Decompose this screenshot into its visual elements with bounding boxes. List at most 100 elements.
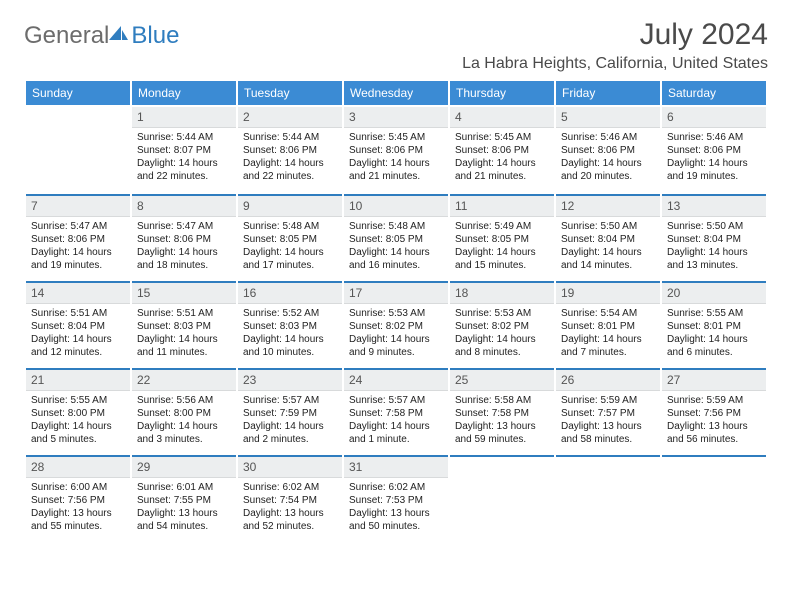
col-tuesday: Tuesday <box>238 81 342 105</box>
day-number: 13 <box>662 196 766 217</box>
day-details: Sunrise: 6:00 AMSunset: 7:56 PMDaylight:… <box>26 478 130 533</box>
daylight-line-2: and 16 minutes. <box>349 259 443 272</box>
sunset-line: Sunset: 8:06 PM <box>349 144 443 157</box>
daylight-line-1: Daylight: 14 hours <box>349 333 443 346</box>
daylight-line-1: Daylight: 14 hours <box>667 246 761 259</box>
day-details: Sunrise: 5:51 AMSunset: 8:03 PMDaylight:… <box>132 304 236 359</box>
sunset-line: Sunset: 8:06 PM <box>561 144 655 157</box>
daylight-line-1: Daylight: 13 hours <box>667 420 761 433</box>
day-cell: 10Sunrise: 5:48 AMSunset: 8:05 PMDayligh… <box>344 193 448 278</box>
daylight-line-1: Daylight: 14 hours <box>243 157 337 170</box>
day-details: Sunrise: 6:02 AMSunset: 7:53 PMDaylight:… <box>344 478 448 533</box>
sunrise-line: Sunrise: 5:53 AM <box>349 307 443 320</box>
daylight-line-2: and 56 minutes. <box>667 433 761 446</box>
day-details: Sunrise: 5:55 AMSunset: 8:00 PMDaylight:… <box>26 391 130 446</box>
day-number: 21 <box>26 370 130 391</box>
sunset-line: Sunset: 8:01 PM <box>561 320 655 333</box>
sunset-line: Sunset: 8:06 PM <box>137 233 231 246</box>
day-cell: 20Sunrise: 5:55 AMSunset: 8:01 PMDayligh… <box>662 280 766 365</box>
daylight-line-2: and 17 minutes. <box>243 259 337 272</box>
day-number: 11 <box>450 196 554 217</box>
day-cell: 25Sunrise: 5:58 AMSunset: 7:58 PMDayligh… <box>450 367 554 452</box>
day-number: 26 <box>556 370 660 391</box>
day-number: 14 <box>26 283 130 304</box>
day-cell: 9Sunrise: 5:48 AMSunset: 8:05 PMDaylight… <box>238 193 342 278</box>
day-cell: 4Sunrise: 5:45 AMSunset: 8:06 PMDaylight… <box>450 107 554 191</box>
day-number: 16 <box>238 283 342 304</box>
day-cell: 16Sunrise: 5:52 AMSunset: 8:03 PMDayligh… <box>238 280 342 365</box>
daylight-line-2: and 5 minutes. <box>31 433 125 446</box>
day-details: Sunrise: 5:51 AMSunset: 8:04 PMDaylight:… <box>26 304 130 359</box>
daylight-line-1: Daylight: 14 hours <box>137 333 231 346</box>
sunrise-line: Sunrise: 5:50 AM <box>667 220 761 233</box>
day-details: Sunrise: 5:53 AMSunset: 8:02 PMDaylight:… <box>450 304 554 359</box>
daylight-line-1: Daylight: 14 hours <box>137 420 231 433</box>
day-number: 20 <box>662 283 766 304</box>
sunset-line: Sunset: 7:54 PM <box>243 494 337 507</box>
sunrise-line: Sunrise: 5:51 AM <box>137 307 231 320</box>
day-cell: 17Sunrise: 5:53 AMSunset: 8:02 PMDayligh… <box>344 280 448 365</box>
day-cell: 15Sunrise: 5:51 AMSunset: 8:03 PMDayligh… <box>132 280 236 365</box>
sunrise-line: Sunrise: 6:01 AM <box>137 481 231 494</box>
sunrise-line: Sunrise: 5:53 AM <box>455 307 549 320</box>
daylight-line-2: and 59 minutes. <box>455 433 549 446</box>
daylight-line-1: Daylight: 14 hours <box>455 246 549 259</box>
empty-cell <box>556 455 660 539</box>
day-number: 10 <box>344 196 448 217</box>
week-row: 7Sunrise: 5:47 AMSunset: 8:06 PMDaylight… <box>26 193 766 278</box>
day-cell: 14Sunrise: 5:51 AMSunset: 8:04 PMDayligh… <box>26 280 130 365</box>
day-cell <box>556 454 660 539</box>
header-row: General Blue July 2024 La Habra Heights,… <box>24 18 768 73</box>
day-cell: 30Sunrise: 6:02 AMSunset: 7:54 PMDayligh… <box>238 454 342 539</box>
daylight-line-1: Daylight: 14 hours <box>31 333 125 346</box>
day-number: 23 <box>238 370 342 391</box>
sunrise-line: Sunrise: 5:57 AM <box>243 394 337 407</box>
col-saturday: Saturday <box>662 81 766 105</box>
weekday-header-row: Sunday Monday Tuesday Wednesday Thursday… <box>26 81 766 105</box>
day-number: 15 <box>132 283 236 304</box>
daylight-line-2: and 12 minutes. <box>31 346 125 359</box>
daylight-line-1: Daylight: 14 hours <box>243 333 337 346</box>
daylight-line-2: and 2 minutes. <box>243 433 337 446</box>
daylight-line-2: and 22 minutes. <box>243 170 337 183</box>
brand-word-2: Blue <box>131 22 179 50</box>
sunset-line: Sunset: 8:06 PM <box>667 144 761 157</box>
daylight-line-1: Daylight: 14 hours <box>243 420 337 433</box>
col-sunday: Sunday <box>26 81 130 105</box>
day-number: 12 <box>556 196 660 217</box>
day-cell: 6Sunrise: 5:46 AMSunset: 8:06 PMDaylight… <box>662 107 766 191</box>
daylight-line-2: and 19 minutes. <box>667 170 761 183</box>
daylight-line-2: and 21 minutes. <box>349 170 443 183</box>
sunset-line: Sunset: 7:56 PM <box>31 494 125 507</box>
day-number: 24 <box>344 370 448 391</box>
week-row: 21Sunrise: 5:55 AMSunset: 8:00 PMDayligh… <box>26 367 766 452</box>
sunset-line: Sunset: 8:05 PM <box>349 233 443 246</box>
day-details: Sunrise: 5:50 AMSunset: 8:04 PMDaylight:… <box>556 217 660 272</box>
daylight-line-2: and 1 minute. <box>349 433 443 446</box>
day-number: 3 <box>344 107 448 128</box>
daylight-line-2: and 15 minutes. <box>455 259 549 272</box>
day-number: 27 <box>662 370 766 391</box>
sunset-line: Sunset: 8:05 PM <box>455 233 549 246</box>
sunrise-line: Sunrise: 5:56 AM <box>137 394 231 407</box>
daylight-line-2: and 11 minutes. <box>137 346 231 359</box>
day-number: 17 <box>344 283 448 304</box>
day-details: Sunrise: 5:45 AMSunset: 8:06 PMDaylight:… <box>450 128 554 183</box>
day-number: 30 <box>238 457 342 478</box>
day-cell <box>450 454 554 539</box>
day-details: Sunrise: 5:46 AMSunset: 8:06 PMDaylight:… <box>556 128 660 183</box>
sunrise-line: Sunrise: 5:44 AM <box>243 131 337 144</box>
day-number: 8 <box>132 196 236 217</box>
location-subtitle: La Habra Heights, California, United Sta… <box>462 55 768 73</box>
day-cell: 5Sunrise: 5:46 AMSunset: 8:06 PMDaylight… <box>556 107 660 191</box>
daylight-line-1: Daylight: 13 hours <box>243 507 337 520</box>
day-number: 29 <box>132 457 236 478</box>
calendar-table: Sunday Monday Tuesday Wednesday Thursday… <box>24 79 768 541</box>
day-cell: 7Sunrise: 5:47 AMSunset: 8:06 PMDaylight… <box>26 193 130 278</box>
day-details: Sunrise: 6:02 AMSunset: 7:54 PMDaylight:… <box>238 478 342 533</box>
daylight-line-2: and 52 minutes. <box>243 520 337 533</box>
day-cell: 27Sunrise: 5:59 AMSunset: 7:56 PMDayligh… <box>662 367 766 452</box>
col-wednesday: Wednesday <box>344 81 448 105</box>
daylight-line-1: Daylight: 13 hours <box>349 507 443 520</box>
day-cell: 19Sunrise: 5:54 AMSunset: 8:01 PMDayligh… <box>556 280 660 365</box>
